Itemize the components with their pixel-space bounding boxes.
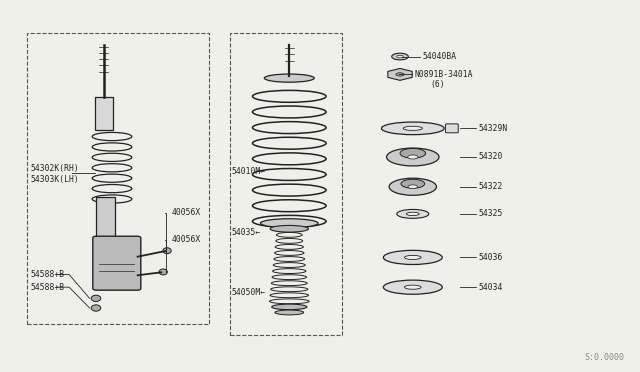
Text: 40056X: 40056X	[172, 235, 201, 244]
Ellipse shape	[401, 179, 425, 188]
Text: N0891B-3401A: N0891B-3401A	[415, 70, 473, 79]
Ellipse shape	[397, 55, 403, 58]
Ellipse shape	[396, 73, 404, 76]
Ellipse shape	[92, 295, 101, 301]
Bar	[230, 33, 342, 335]
Text: 54035←: 54035←	[232, 228, 261, 237]
Ellipse shape	[272, 304, 307, 310]
Ellipse shape	[397, 209, 429, 218]
Text: 54040BA: 54040BA	[422, 52, 456, 61]
Ellipse shape	[264, 74, 314, 82]
Bar	[95, 97, 113, 130]
Ellipse shape	[163, 248, 172, 254]
Text: 54302K(RH): 54302K(RH)	[31, 164, 79, 173]
FancyBboxPatch shape	[445, 124, 458, 133]
Text: 54329N: 54329N	[479, 124, 508, 133]
Ellipse shape	[408, 185, 418, 189]
Polygon shape	[388, 68, 412, 80]
Text: 54050M←: 54050M←	[232, 288, 266, 296]
Ellipse shape	[270, 225, 308, 232]
Text: 54034: 54034	[479, 283, 503, 292]
Text: 54588+B: 54588+B	[31, 283, 65, 292]
Ellipse shape	[383, 250, 442, 264]
Ellipse shape	[260, 219, 318, 228]
Ellipse shape	[383, 280, 442, 294]
Ellipse shape	[159, 269, 168, 275]
Ellipse shape	[408, 155, 418, 159]
Ellipse shape	[404, 255, 421, 260]
Ellipse shape	[406, 212, 419, 216]
Ellipse shape	[275, 310, 304, 315]
Text: 54010M←: 54010M←	[232, 167, 266, 176]
Ellipse shape	[403, 126, 422, 130]
Ellipse shape	[381, 122, 444, 135]
Ellipse shape	[389, 178, 436, 195]
Text: 54036: 54036	[479, 253, 503, 262]
Text: 54303K(LH): 54303K(LH)	[31, 175, 79, 184]
FancyBboxPatch shape	[93, 236, 141, 290]
Text: (6): (6)	[430, 80, 445, 89]
Text: 54322: 54322	[479, 182, 503, 191]
Text: 54325: 54325	[479, 209, 503, 218]
Ellipse shape	[92, 305, 101, 311]
Ellipse shape	[387, 148, 439, 166]
Text: 40056X: 40056X	[172, 208, 201, 217]
Text: 54588+B: 54588+B	[31, 270, 65, 279]
Text: S:0.0000: S:0.0000	[584, 353, 624, 362]
Bar	[27, 33, 209, 324]
Text: 54320: 54320	[479, 153, 503, 161]
Bar	[96, 197, 115, 240]
Ellipse shape	[404, 285, 421, 289]
Ellipse shape	[400, 148, 426, 158]
Ellipse shape	[392, 53, 408, 60]
